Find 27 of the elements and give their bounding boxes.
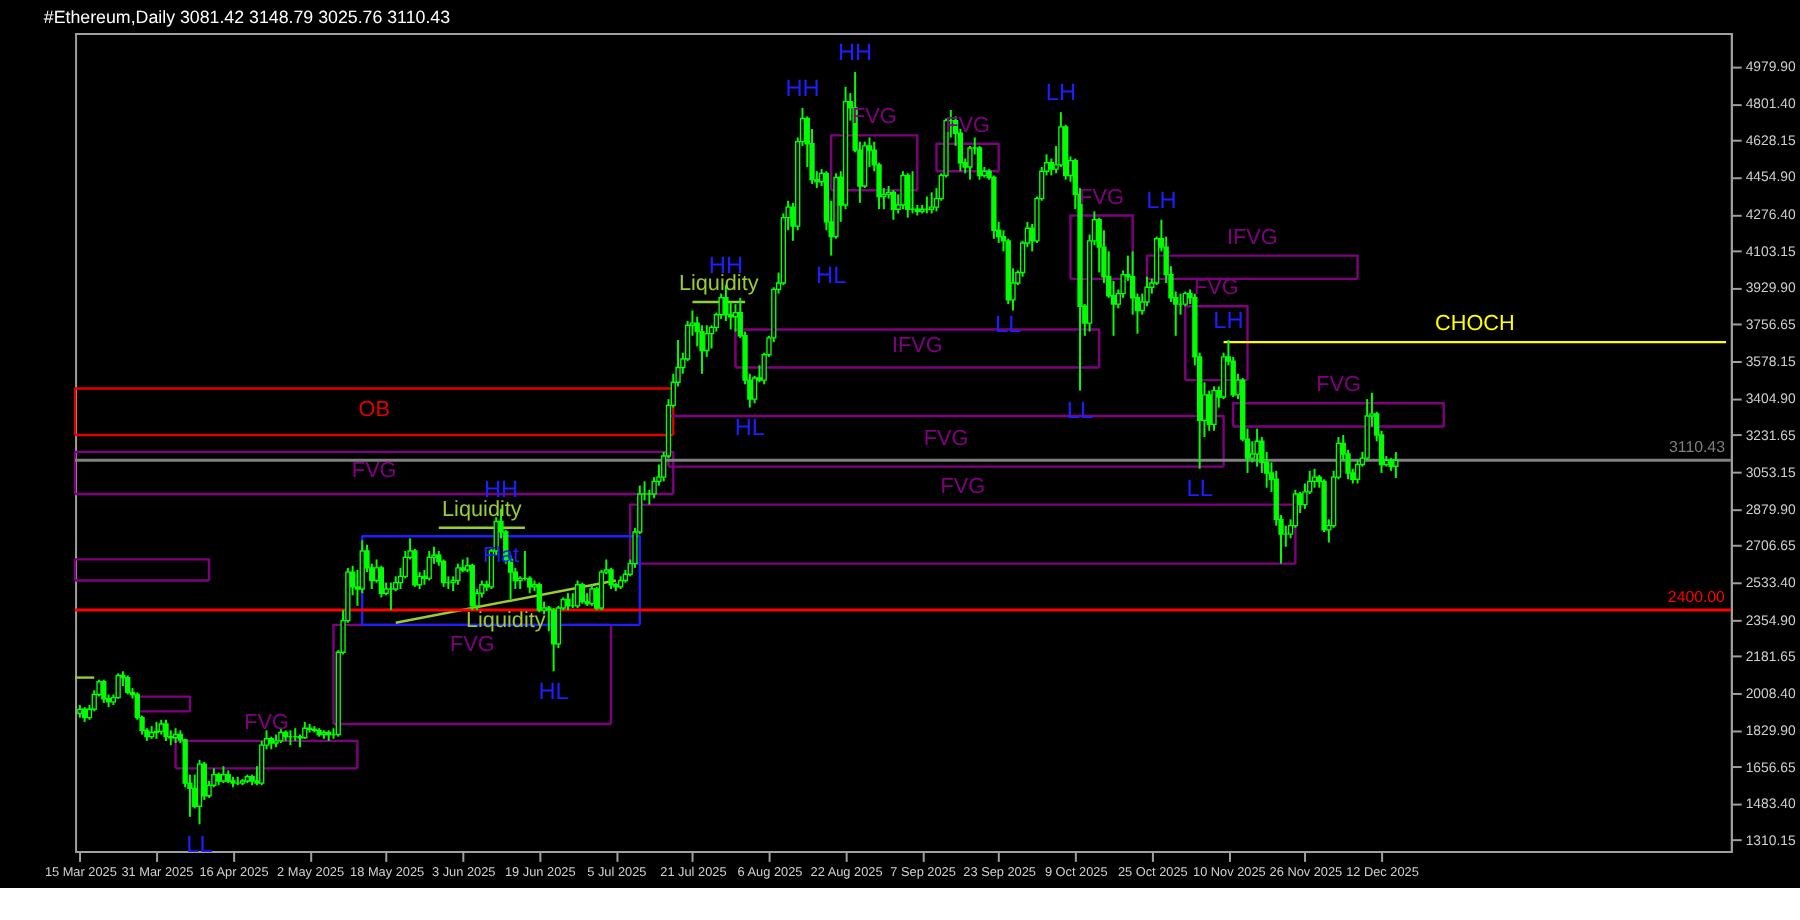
annotation: HL [816,261,848,290]
annotation: LH [1045,78,1077,107]
chart-title: #Ethereum,Daily 3081.42 3148.79 3025.76 3110.43 [43,7,451,28]
ref-line-label: 3110.43 [1669,438,1727,457]
series-label: FVG [351,458,397,483]
series-label: CHOCH [1435,312,1515,337]
annotation: LL [1186,474,1214,503]
ref-line-label: 2400.00 [1667,588,1727,607]
annotation: HH [483,474,519,503]
series-label: IFVG [891,334,943,359]
series-label: FVG [940,474,986,499]
series-label: FVG [449,632,495,657]
series-label: FVG [244,711,289,736]
series-label: Liquidity [442,497,523,522]
series-label: FVG [1316,373,1361,398]
series-label: FVG [923,427,969,452]
annotation: LL [995,309,1023,338]
series-label: OB [358,397,390,422]
annotation: HL [734,413,766,442]
annotation: HH [838,38,873,67]
annotation: HH [785,74,820,103]
annotation: LH [1146,185,1177,214]
annotation: LL [1066,396,1095,425]
annotation: HL [538,676,570,705]
annotation: LH [1213,306,1244,335]
series-label: IFVG [1226,225,1278,250]
annotation: LL [186,829,214,858]
